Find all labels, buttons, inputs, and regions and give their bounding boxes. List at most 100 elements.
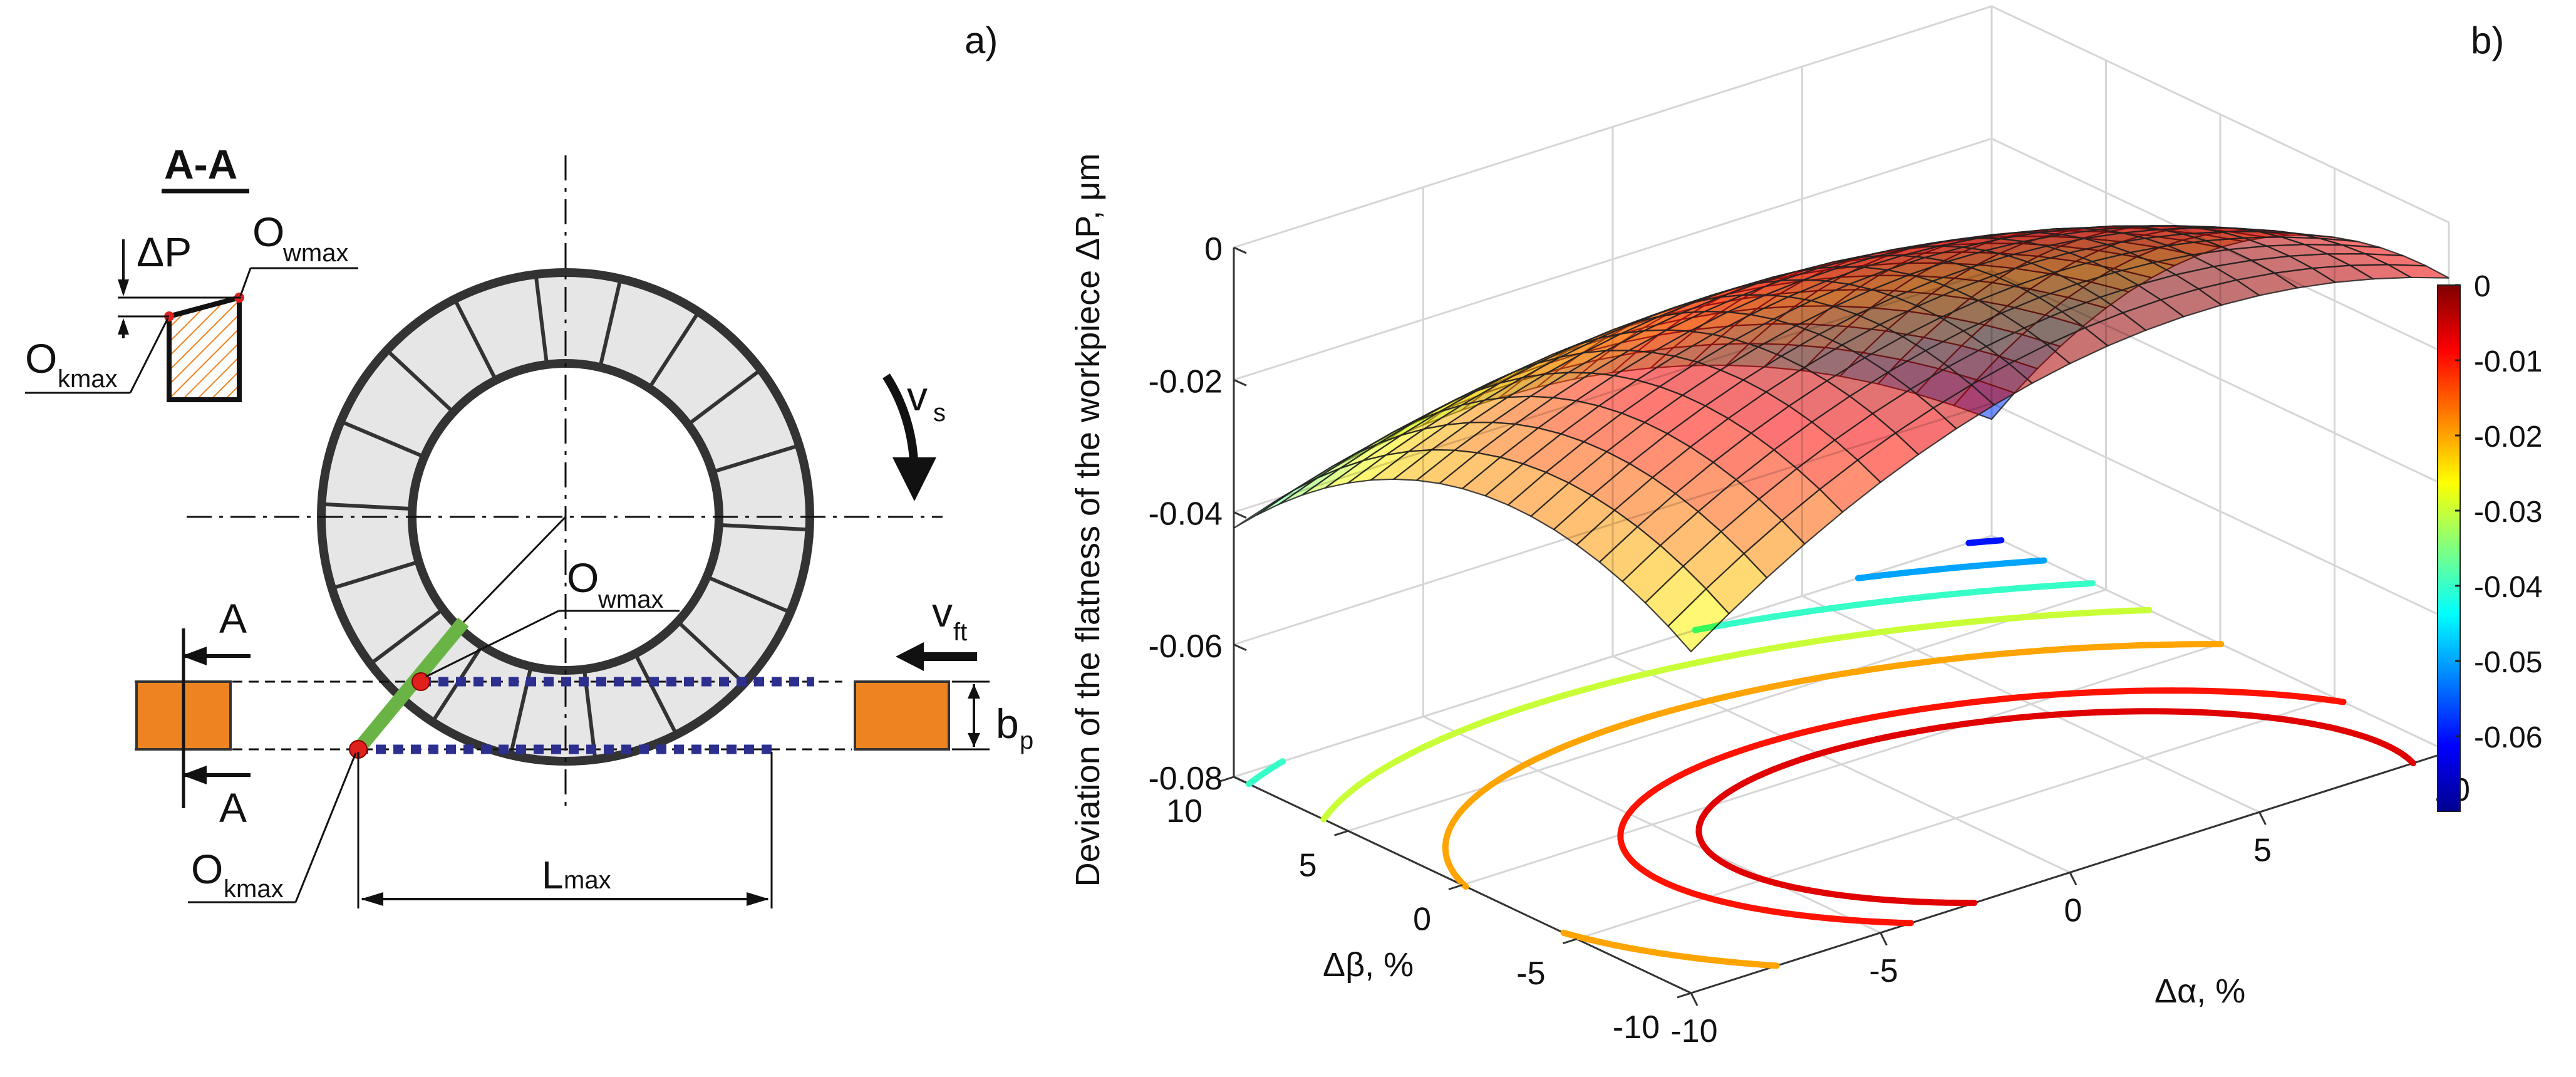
z-axis-label: Deviation of the flatness of the workpie… — [1069, 153, 1107, 887]
z-tick-label: 0 — [1204, 231, 1223, 268]
wall-grid-line — [1233, 534, 2449, 778]
contour-line-0 — [1695, 708, 2417, 907]
panel-b-label: b) — [2471, 19, 2504, 61]
colorbar-tick-label: 0 — [2474, 270, 2491, 303]
wheel-segment-divider — [385, 348, 455, 414]
chart-contours — [1246, 537, 2417, 969]
y-tick-mark — [1563, 938, 1577, 945]
wheel-segment-divider — [321, 502, 413, 511]
owmax-inset-sub: wmax — [282, 239, 348, 267]
wheel-segment-divider — [453, 298, 498, 382]
x-tick-label: 5 — [2253, 832, 2272, 868]
section-title: A-A — [164, 141, 237, 187]
colorbar-tick-label: -0.01 — [2474, 345, 2542, 378]
wheel-segment-divider — [339, 419, 425, 459]
bp-label: b — [996, 700, 1019, 747]
okmax-label: O — [191, 846, 223, 892]
colorbar-tick-label: -0.04 — [2474, 571, 2542, 604]
y-tick-label: 5 — [1299, 847, 1317, 883]
owmax-label: O — [567, 554, 599, 601]
wheel-segment-divider — [711, 444, 800, 474]
wheel-segment-divider — [534, 274, 549, 365]
vs-sub: s — [933, 399, 946, 427]
contact-radius — [353, 617, 469, 754]
y-tick-label: -5 — [1516, 955, 1545, 992]
colorbar-tick-label: -0.05 — [2474, 646, 2542, 679]
wheel-segment-divider — [598, 278, 623, 368]
delta-p-label: ΔP — [137, 229, 192, 275]
wheel-segment-divider — [331, 559, 420, 590]
section-inset: A-A ΔP O wmax O kmax — [25, 141, 358, 402]
wheel-segments — [321, 274, 810, 760]
z-tick-mark — [1233, 246, 1247, 254]
y-axis-label: Δβ, % — [1323, 946, 1414, 984]
wall-grid-line — [1233, 5, 2449, 249]
wheel-segment-divider — [369, 608, 445, 666]
panel-b-chart: b) 0 -0.02 -0.04 -0.06 -0.08 -10 -5 0 5 10 -10 -5 0 5… — [1069, 5, 2542, 1049]
workpiece-right — [854, 680, 950, 751]
lmax-label: L — [542, 854, 563, 897]
owmax-inset-label: O — [252, 209, 284, 255]
z-tick-label: -0.02 — [1148, 363, 1223, 400]
okmax-inset-label: O — [25, 335, 57, 382]
contour-line-4 — [1246, 580, 2096, 788]
point-owmax — [411, 672, 430, 691]
y-tick-mark — [1677, 992, 1692, 999]
lmax-sub: max — [564, 866, 611, 894]
okmax-inset-sub: kmax — [58, 365, 118, 393]
y-tick-label: -10 — [1613, 1009, 1660, 1046]
z-tick-label: -0.08 — [1148, 761, 1223, 797]
colorbar-ticks: 0 -0.01 -0.02 -0.03 -0.04 -0.05 -0.06 — [2455, 270, 2542, 754]
contour-line-1 — [1617, 687, 2347, 927]
wheel-segment-divider — [706, 575, 792, 615]
colorbar-tick-label: -0.03 — [2474, 496, 2542, 529]
contour-line-6 — [1965, 537, 2005, 546]
wheel-segment-divider — [633, 652, 678, 736]
vft-label: v — [932, 589, 953, 635]
wheel-segment-divider — [647, 311, 700, 390]
x-tick-label: 0 — [2064, 893, 2082, 929]
y-tick-label: 0 — [1413, 902, 1431, 938]
z-tick-mark — [1233, 511, 1247, 519]
colorbar-tick-label: -0.02 — [2474, 420, 2542, 454]
vs-label: v — [907, 373, 928, 419]
x-tick-mark — [2069, 871, 2077, 886]
contour-line-5 — [1854, 557, 2047, 581]
y-tick-mark — [1334, 830, 1348, 836]
vft-sub: ft — [953, 618, 967, 646]
y-tick-mark — [1219, 776, 1234, 783]
panel-a-label: a) — [965, 19, 998, 61]
x-tick-label: -10 — [1670, 1013, 1717, 1049]
y-tick-label: 10 — [1166, 793, 1203, 830]
bp-sub: p — [1020, 727, 1033, 754]
colorbar-scale — [2437, 284, 2461, 812]
z-tick-mark — [1233, 776, 1247, 784]
floor-grid-line — [1801, 595, 2260, 813]
okmax-sub: kmax — [224, 875, 284, 903]
z-tick-label: -0.06 — [1148, 628, 1223, 665]
x-tick-mark — [1880, 932, 1888, 946]
section-mark-bottom: A — [219, 784, 247, 831]
wheel-segment-divider — [676, 620, 746, 685]
owmax-sub: wmax — [597, 586, 663, 613]
y-tick-mark — [1448, 884, 1463, 890]
x-axis-label: Δα, % — [2154, 972, 2245, 1010]
wheel-segment-divider — [686, 368, 762, 426]
panel-a-diagram: a) A-A ΔP O wmax O kmax — [25, 19, 1033, 908]
colorbar: 0 -0.01 -0.02 -0.03 -0.04 -0.05 -0.06 — [2437, 270, 2542, 812]
x-tick-mark — [1690, 992, 1699, 1006]
x-tick-label: -5 — [1869, 953, 1898, 989]
floor-grid-line — [1462, 643, 2221, 886]
floor-grid-line — [1348, 588, 2106, 832]
chart-surface — [1233, 225, 2449, 653]
x-tick-mark — [2258, 811, 2267, 825]
section-mark-top: A — [219, 595, 247, 642]
z-tick-mark — [1233, 378, 1247, 387]
surface-patch — [1667, 588, 1730, 653]
contour-line-3 — [1320, 606, 2153, 823]
contour-line-2 — [1442, 641, 2225, 969]
z-tick-mark — [1233, 643, 1247, 652]
colorbar-tick-label: -0.06 — [2474, 721, 2542, 754]
wheel-segment-divider — [718, 523, 810, 532]
